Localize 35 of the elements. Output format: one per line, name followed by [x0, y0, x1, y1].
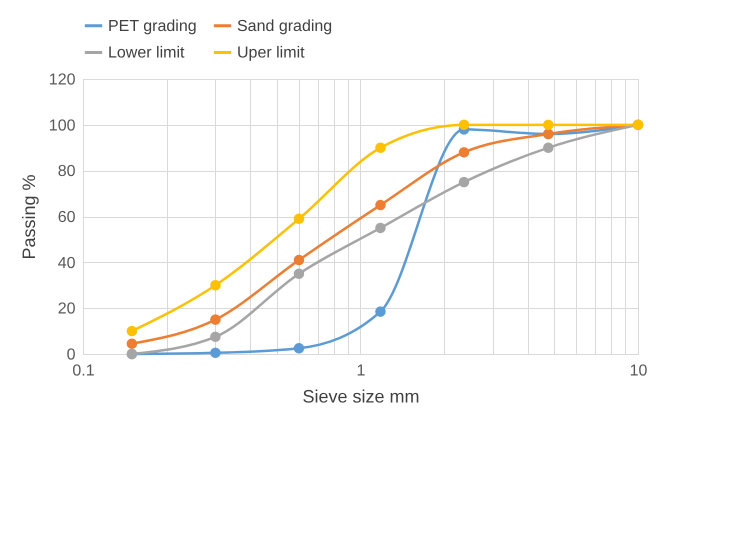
y-tick-label: 60	[58, 209, 76, 226]
legend-label: Sand grading	[237, 18, 332, 35]
point	[126, 326, 138, 336]
y-tick-label: 80	[58, 163, 76, 180]
point	[294, 268, 304, 280]
x-tick-label: 1	[356, 362, 366, 380]
point	[210, 280, 221, 290]
point	[294, 214, 304, 224]
point	[375, 142, 386, 153]
point	[458, 147, 470, 158]
y-tick-label: 120	[48, 72, 76, 88]
point	[543, 142, 554, 153]
x-tick-label: 0.1	[72, 362, 95, 380]
y-axis-title: Passing %	[18, 174, 39, 260]
point	[375, 222, 386, 234]
point	[210, 314, 221, 325]
point	[543, 120, 554, 130]
point	[210, 332, 221, 342]
point	[210, 348, 221, 358]
point	[458, 120, 470, 130]
y-tick-label: 20	[58, 300, 76, 318]
point	[294, 343, 304, 354]
legend-label: PET grading	[108, 18, 197, 35]
legend-label: Lower limit	[108, 44, 186, 62]
y-tick-label: 0	[66, 346, 76, 364]
legend-label: Uper limit	[237, 44, 306, 62]
point	[126, 338, 138, 349]
x-tick-label: 10	[630, 362, 648, 380]
x-axis-title: Sieve size mm	[302, 386, 420, 406]
point	[375, 306, 386, 317]
point	[375, 200, 386, 210]
point	[458, 176, 470, 188]
point	[294, 254, 304, 266]
y-tick-label: 40	[58, 254, 76, 272]
y-tick-label: 100	[48, 117, 76, 134]
